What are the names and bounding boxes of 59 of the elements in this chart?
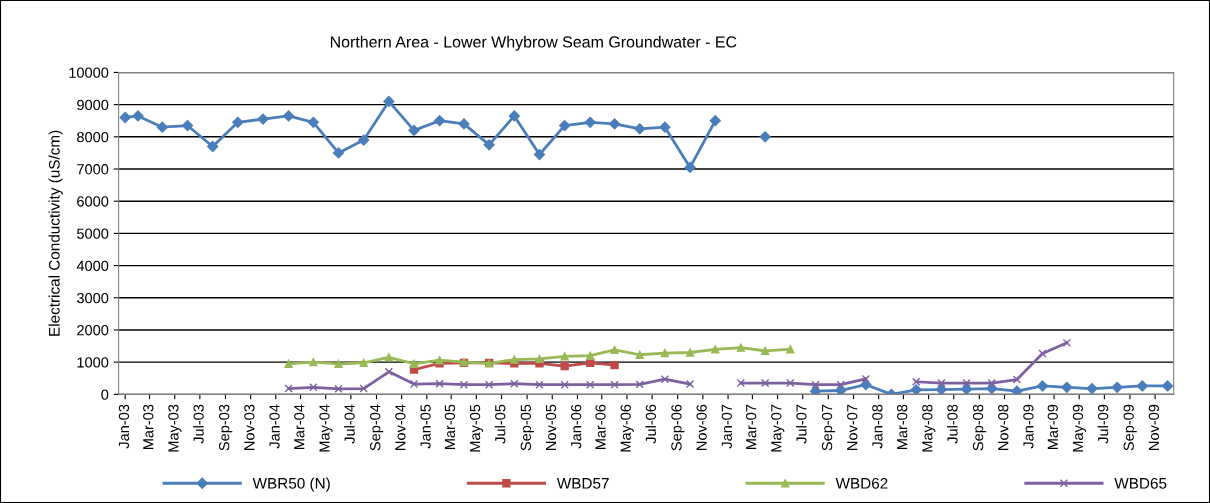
legend-label: WBD65 xyxy=(1114,477,1167,489)
x-tick-label: May-04 xyxy=(319,404,333,452)
legend-label: WBD62 xyxy=(835,477,888,489)
x-tick-label: Sep-03 xyxy=(219,404,233,451)
x-tick-label: Jan-06 xyxy=(571,404,582,449)
x-tick-label: Mar-05 xyxy=(444,404,456,450)
x-tick-label: Nov-03 xyxy=(244,404,255,450)
x-tick-label: Jul-08 xyxy=(946,404,958,444)
x-tick-label: Nov-05 xyxy=(545,404,557,450)
y-tick-label: 7000 xyxy=(77,164,109,175)
y-tick-label: 6000 xyxy=(77,196,109,207)
x-tick-label: Jul-06 xyxy=(645,404,657,444)
x-tick-label: Nov-04 xyxy=(395,404,406,450)
x-tick-label: Nov-07 xyxy=(847,404,858,450)
y-tick-label: 2000 xyxy=(77,325,109,336)
x-tick-label: Jan-04 xyxy=(269,404,280,449)
x-tick-label: May-03 xyxy=(168,404,182,452)
x-tick-label: Jan-03 xyxy=(118,404,130,449)
x-tick-label: Jan-05 xyxy=(420,404,431,449)
x-tick-label: Jan-07 xyxy=(721,404,732,449)
x-tick-label: Jan-08 xyxy=(872,404,883,449)
x-tick-label: Sep-06 xyxy=(671,404,685,451)
x-tick-label: May-08 xyxy=(922,404,936,452)
x-tick-label: May-06 xyxy=(620,404,634,452)
y-tick-label: 0 xyxy=(101,389,109,400)
x-tick-label: Nov-06 xyxy=(696,404,707,450)
chart-title: Northern Area - Lower Whybrow Seam Groundwater - EC xyxy=(330,35,737,51)
legend-label: WBR50 (N) xyxy=(252,477,330,492)
y-tick-label: 3000 xyxy=(76,292,109,304)
x-tick-label: May-05 xyxy=(469,404,484,452)
x-tick-label: Nov-09 xyxy=(1148,404,1160,450)
x-tick-label: Sep-08 xyxy=(972,404,987,451)
y-tick-label: 8000 xyxy=(77,131,109,143)
legend-label: WBD57 xyxy=(556,478,609,489)
x-tick-label: Mar-06 xyxy=(595,404,606,450)
y-tick-label: 4000 xyxy=(76,260,109,272)
x-tick-label: Nov-08 xyxy=(998,404,1009,450)
x-tick-label: Jul-07 xyxy=(795,404,807,444)
x-tick-label: Jul-04 xyxy=(344,404,355,444)
y-tick-label: 5000 xyxy=(77,228,109,239)
x-tick-label: Sep-04 xyxy=(370,404,384,451)
y-axis-title: Electrical Conductivity (uS/cm) xyxy=(48,130,63,336)
y-tick-label: 9000 xyxy=(77,99,109,111)
y-tick-label: 1000 xyxy=(77,357,109,368)
x-tick-label: Sep-07 xyxy=(821,404,836,451)
x-tick-label: Sep-09 xyxy=(1123,404,1137,451)
x-tick-label: Jul-05 xyxy=(494,404,506,444)
x-tick-label: Jul-09 xyxy=(1097,404,1109,444)
x-tick-label: Jul-03 xyxy=(193,404,204,444)
x-tick-label: May-09 xyxy=(1072,404,1086,452)
x-tick-label: Mar-08 xyxy=(897,404,908,450)
y-tick-label: 10000 xyxy=(69,67,109,78)
x-tick-label: Mar-03 xyxy=(143,404,154,450)
x-tick-label: Sep-05 xyxy=(520,404,534,451)
x-tick-label: Jan-09 xyxy=(1023,404,1034,449)
x-tick-label: Mar-07 xyxy=(745,404,757,450)
x-tick-label: Mar-09 xyxy=(1047,404,1058,450)
x-tick-label: May-07 xyxy=(771,404,785,452)
x-tick-label: Mar-04 xyxy=(294,404,305,450)
